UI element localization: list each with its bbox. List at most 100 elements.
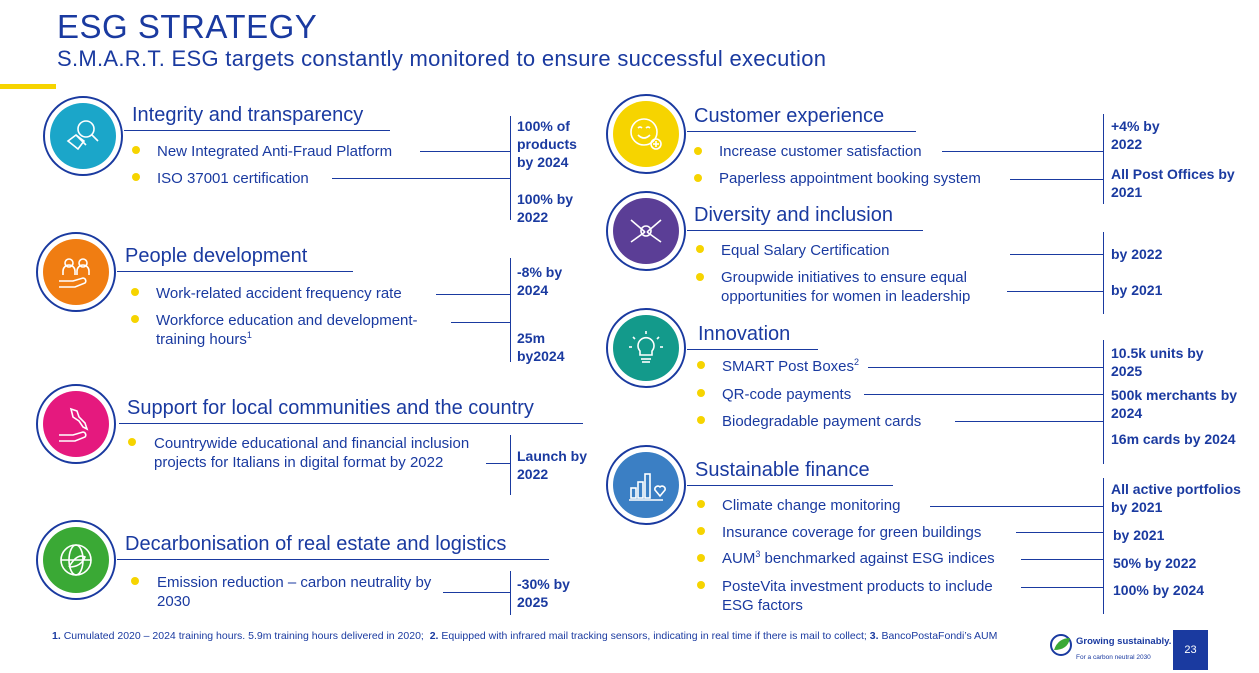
customer-target-2: All Post Offices by 2021 <box>1111 166 1235 200</box>
decarbonisation-icon-badge <box>36 520 116 600</box>
customer-title: Customer experience <box>694 105 885 127</box>
integrity-item-2: ISO 37001 certification <box>157 170 309 187</box>
footnote: 1. Cumulated 2020 – 2024 training hours.… <box>52 630 998 642</box>
integrity-item-1: New Integrated Anti-Fraud Platform <box>157 143 393 160</box>
innovation-target-2: 500k merchants by 2024 <box>1111 387 1238 421</box>
page-subtitle: S.M.A.R.T. ESG targets constantly monito… <box>57 46 827 71</box>
joined-hands-icon <box>613 198 679 264</box>
bullet <box>131 315 139 323</box>
bullet <box>131 288 139 296</box>
people-target-1: -8% by 2024 <box>517 264 563 298</box>
connector-line <box>1021 559 1103 560</box>
people-target-2: 25m by2024 <box>517 330 565 364</box>
diversity-target-2: by 2021 <box>1111 282 1163 298</box>
connector-line <box>1007 291 1103 292</box>
bullet <box>697 389 705 397</box>
bullet <box>697 416 705 424</box>
page-number: 23 <box>1173 630 1208 670</box>
target-bracket <box>1103 478 1104 614</box>
target-bracket <box>510 258 511 362</box>
logo-line2: For a carbon neutral 2030 <box>1076 654 1151 661</box>
finance-icon-badge <box>606 445 686 525</box>
connector-line <box>868 367 1103 368</box>
communities-underline <box>119 423 583 424</box>
finance-target-3: 50% by 2022 <box>1113 555 1197 571</box>
people-title: People development <box>125 245 308 267</box>
finance-item-1: Climate change monitoring <box>722 497 901 514</box>
innovation-target-3: 16m cards by 2024 <box>1111 431 1236 447</box>
bullet <box>697 361 705 369</box>
finance-target-4: 100% by 2024 <box>1113 582 1205 598</box>
bullet <box>694 147 702 155</box>
connector-line <box>1010 254 1103 255</box>
bullet <box>696 273 704 281</box>
smiley-plus-icon <box>613 101 679 167</box>
leaf-logo-icon <box>1050 634 1072 656</box>
bullet <box>697 527 705 535</box>
decarbonisation-underline <box>117 559 549 560</box>
customer-target-1: +4% by 2022 <box>1111 118 1160 152</box>
customer-item-2: Paperless appointment booking system <box>719 170 981 187</box>
logo-line1: Growing sustainably. <box>1076 636 1172 647</box>
target-bracket <box>1103 114 1104 204</box>
connector-line <box>942 151 1103 152</box>
lightbulb-icon <box>613 315 679 381</box>
bullet <box>697 554 705 562</box>
decarbonisation-target-1: -30% by 2025 <box>517 576 570 610</box>
target-bracket <box>510 116 511 220</box>
decarbonisation-item-1: Emission reduction – carbon neutrality b… <box>157 574 432 610</box>
innovation-underline <box>687 349 818 350</box>
diversity-icon-badge <box>606 191 686 271</box>
target-bracket <box>510 435 511 495</box>
connector-line <box>451 322 510 323</box>
finance-item-2: Insurance coverage for green buildings <box>722 524 982 541</box>
bullet <box>697 581 705 589</box>
innovation-item-2: QR-code payments <box>722 386 852 403</box>
communities-item-1: Countrywide educational and financial in… <box>154 435 470 471</box>
bullet <box>132 173 140 181</box>
customer-underline <box>687 131 916 132</box>
innovation-item-3: Biodegradable payment cards <box>722 413 922 430</box>
innovation-target-1: 10.5k units by 2025 <box>1111 345 1204 379</box>
connector-line <box>1010 179 1103 180</box>
people-item-2: Workforce education and development-trai… <box>156 312 418 348</box>
connector-line <box>332 178 510 179</box>
target-bracket <box>1103 232 1104 314</box>
connector-line <box>486 463 510 464</box>
innovation-icon-badge <box>606 308 686 388</box>
connector-line <box>1016 532 1103 533</box>
target-bracket <box>510 571 511 615</box>
integrity-target-1: 100% of products by 2024 <box>517 118 577 170</box>
integrity-title: Integrity and transparency <box>132 104 364 126</box>
growing-sustainably-logo: Growing sustainably. For a carbon neutra… <box>1046 632 1171 666</box>
customer-icon-badge <box>606 94 686 174</box>
diversity-title: Diversity and inclusion <box>694 204 893 226</box>
connector-line <box>864 394 1103 395</box>
italy-hand-icon <box>43 391 109 457</box>
diversity-underline <box>687 230 923 231</box>
handshake-magnifier-icon <box>50 103 116 169</box>
diversity-target-1: by 2022 <box>1111 246 1163 262</box>
finance-target-2: by 2021 <box>1113 527 1165 543</box>
innovation-title: Innovation <box>698 323 791 345</box>
bullet <box>694 174 702 182</box>
bullet <box>696 245 704 253</box>
finance-underline <box>687 485 893 486</box>
decarbonisation-title: Decarbonisation of real estate and logis… <box>125 533 507 555</box>
target-bracket <box>1103 340 1104 464</box>
diversity-item-1: Equal Salary Certification <box>721 242 890 259</box>
finance-item-4: PosteVita investment products to include… <box>722 578 993 614</box>
page-title: ESG STRATEGY <box>57 8 318 45</box>
finance-title: Sustainable finance <box>695 459 870 481</box>
customer-item-1: Increase customer satisfaction <box>719 143 922 160</box>
chart-heart-icon <box>613 452 679 518</box>
diversity-item-2: Groupwide initiatives to ensure equal op… <box>721 269 971 305</box>
people-underline <box>117 271 353 272</box>
bullet <box>131 577 139 585</box>
connector-line <box>420 151 510 152</box>
bullet <box>128 438 136 446</box>
finance-target-1: All active portfolios by 2021 <box>1111 481 1241 515</box>
people-item-1: Work-related accident frequency rate <box>156 285 402 302</box>
integrity-icon-badge <box>43 96 123 176</box>
accent-bar <box>0 84 56 89</box>
